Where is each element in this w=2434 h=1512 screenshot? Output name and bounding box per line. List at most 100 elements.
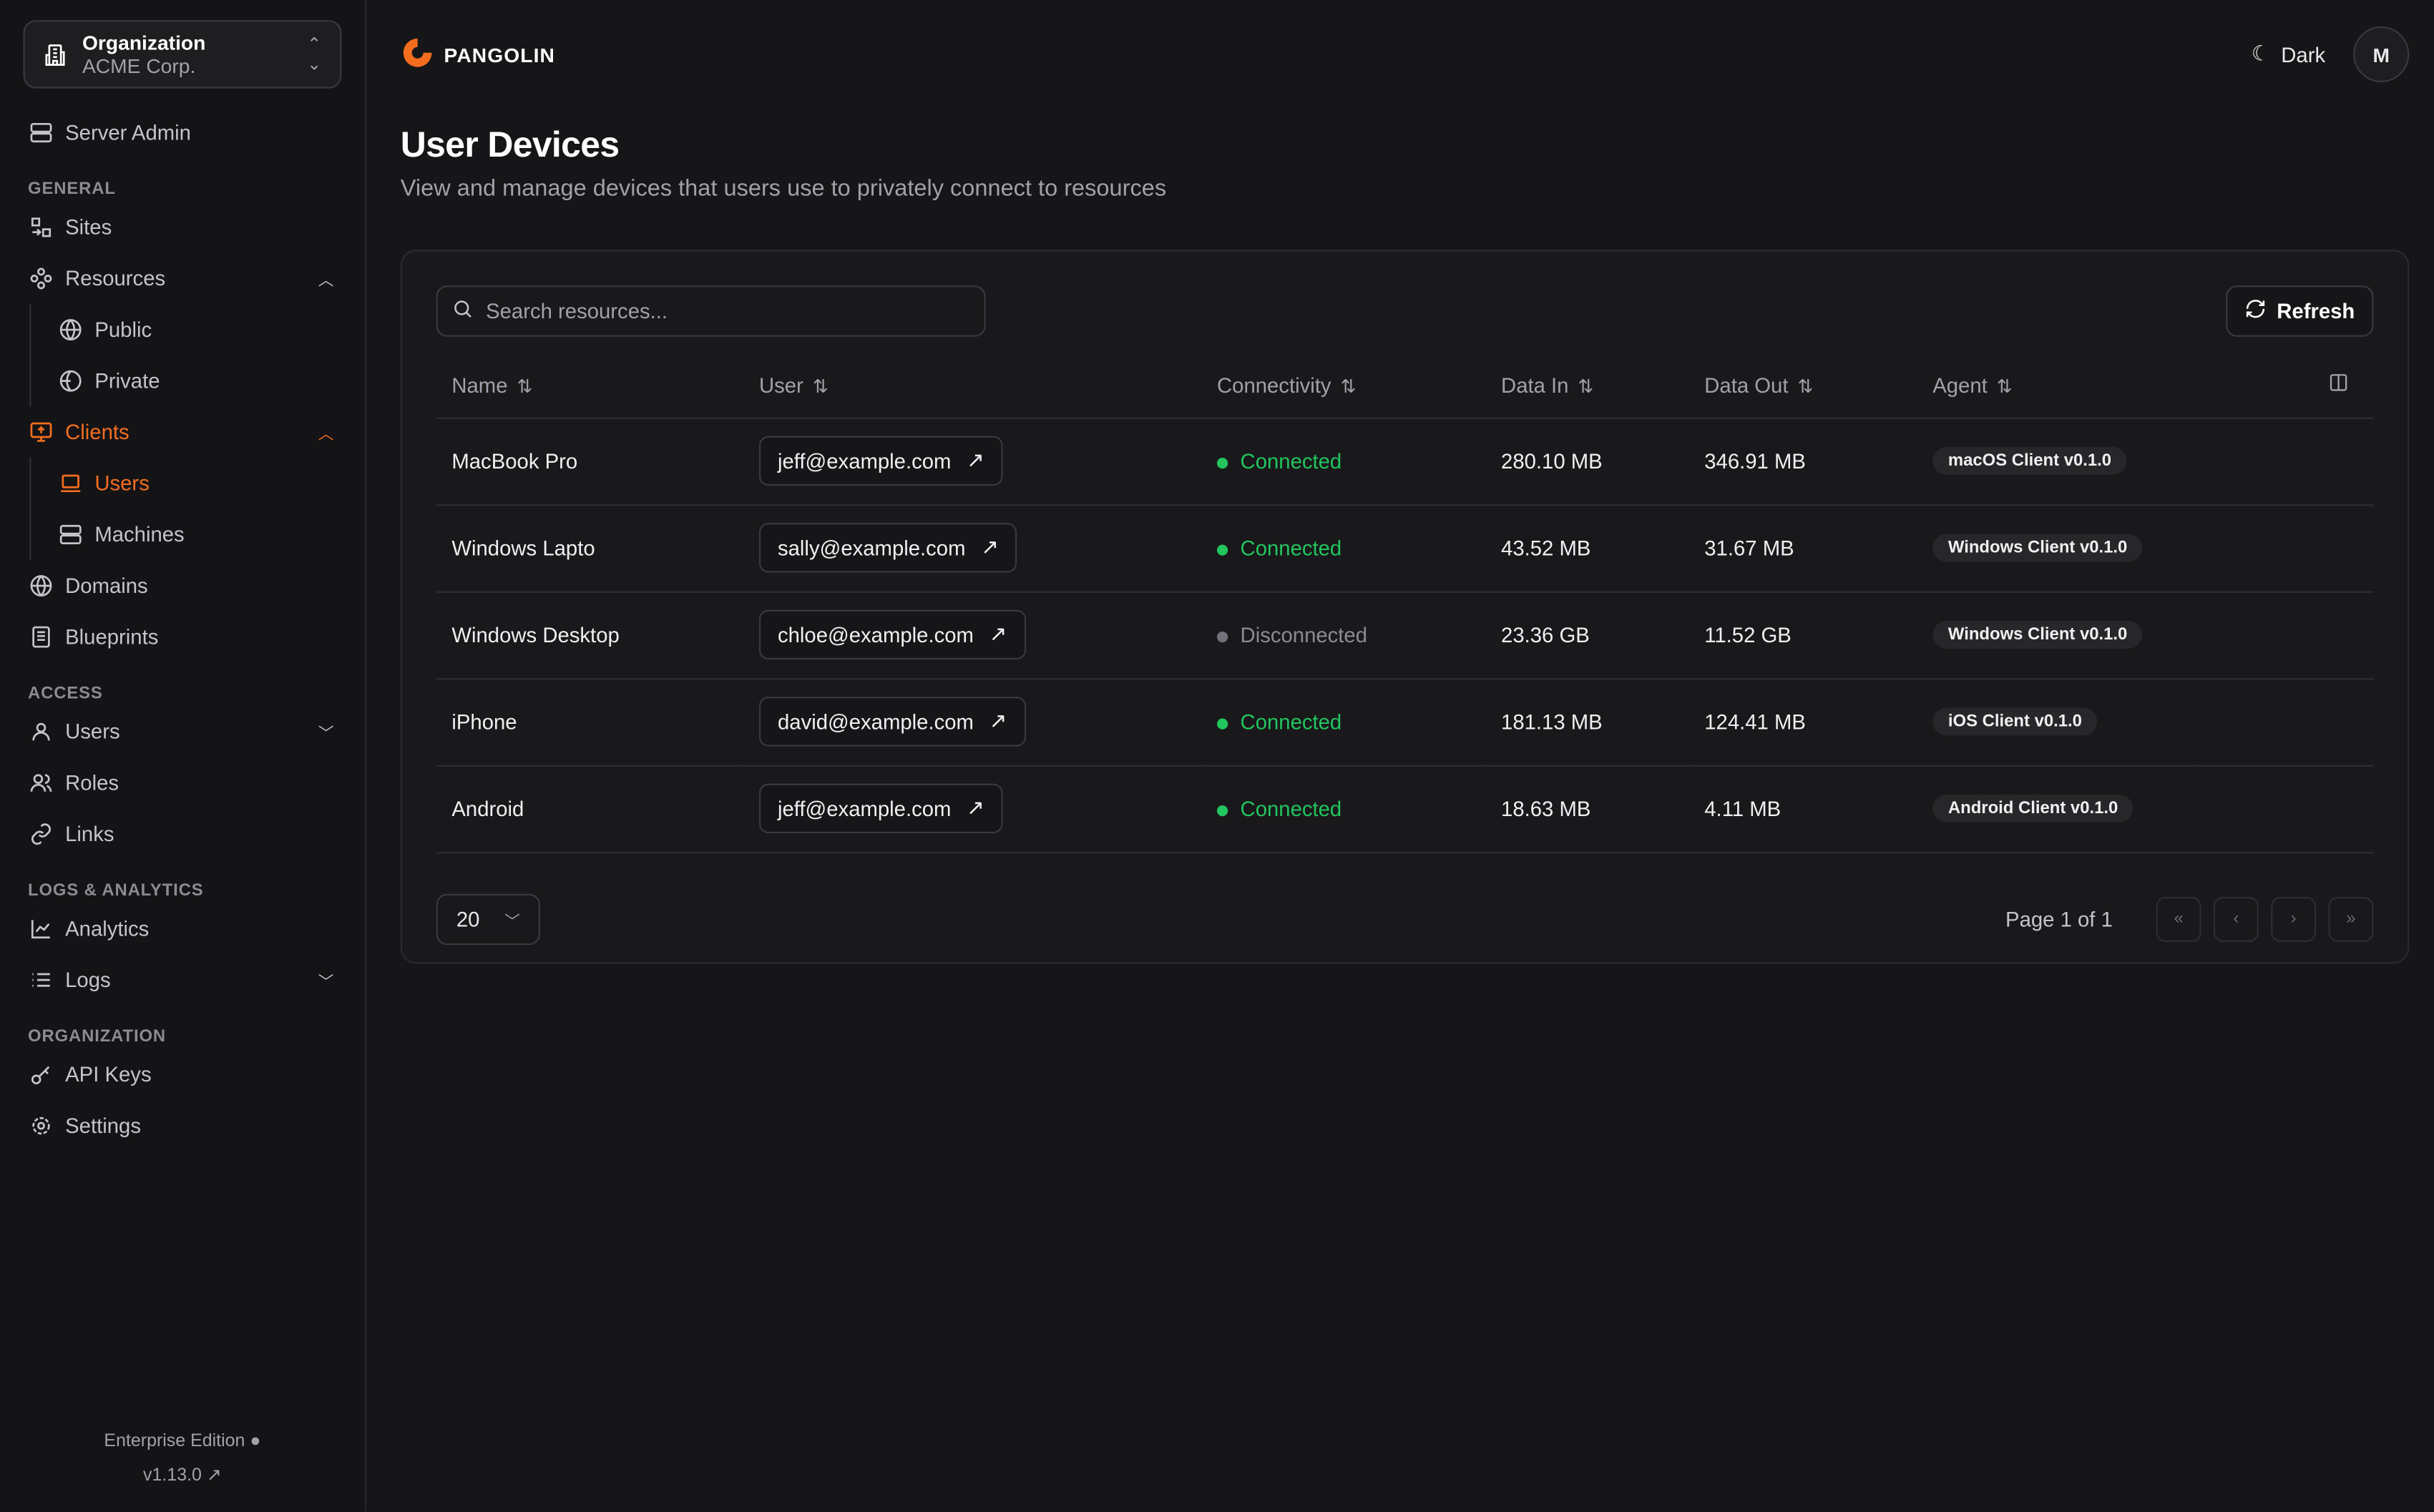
data-out: 11.52 GB	[1688, 591, 1917, 679]
sidebar-item-sites[interactable]: Sites	[24, 202, 342, 253]
chevrons-up-down-icon: ⌃ ⌄	[307, 35, 322, 75]
sidebar-item-clients[interactable]: Clients ︿	[24, 406, 342, 458]
label: Resources	[65, 267, 166, 290]
column-label: Agent	[1932, 373, 1988, 397]
version[interactable]: v1.13.0 ↗	[0, 1458, 365, 1493]
sidebar-item-resources[interactable]: Resources ︿	[24, 253, 342, 305]
data-in: 18.63 MB	[1485, 765, 1689, 853]
brand-name: PANGOLIN	[444, 42, 555, 67]
page-title: User Devices	[400, 124, 620, 165]
data-in: 23.36 GB	[1485, 591, 1689, 679]
label: Links	[65, 822, 114, 846]
data-out: 31.67 MB	[1688, 504, 1917, 592]
edition-label: Enterprise Edition	[104, 1432, 245, 1451]
columns-icon	[2328, 374, 2348, 398]
column-header[interactable]: User ⇅	[743, 353, 1202, 418]
table-row[interactable]: Windows Desktop chloe@example.com ↗ Disco…	[436, 591, 2374, 679]
pangolin-logo-icon	[401, 35, 435, 74]
user-icon	[29, 720, 53, 744]
columns-toggle-button[interactable]	[2196, 353, 2374, 418]
monitor-up-icon	[29, 421, 53, 444]
sidebar-item-server-admin[interactable]: Server Admin	[24, 107, 342, 159]
sidebar-item-users[interactable]: Users	[31, 458, 341, 509]
search-input[interactable]: Search resources...	[436, 285, 986, 337]
version-label: v1.13.0	[143, 1466, 202, 1486]
sidebar-item-analytics[interactable]: Analytics	[24, 903, 342, 955]
sidebar-item-api-keys[interactable]: API Keys	[24, 1049, 342, 1101]
column-label: User	[758, 373, 803, 397]
column-header[interactable]: Data In ⇅	[1485, 353, 1689, 418]
last-page-button[interactable]: »	[2328, 895, 2374, 941]
sort-icon: ⇅	[1340, 375, 1357, 397]
user-link[interactable]: david@example.com ↗	[758, 697, 1026, 747]
arrow-up-right-icon: ↗	[989, 709, 1007, 733]
column-header[interactable]: Data Out ⇅	[1688, 353, 1917, 418]
devices-table: Name ⇅ User ⇅ Connectivity ⇅ Data In ⇅ Data Out ⇅…	[436, 353, 2374, 853]
chevron-up-icon: ︿	[318, 273, 334, 290]
data-out: 4.11 MB	[1688, 765, 1917, 853]
list-icon	[29, 968, 53, 992]
sidebar-item-blueprints[interactable]: Blueprints	[24, 612, 342, 663]
sidebar-item-access-users[interactable]: Users ﹀	[24, 706, 342, 757]
status-text: Connected	[1240, 536, 1342, 560]
sidebar-item-roles[interactable]: Roles	[24, 757, 342, 809]
column-header[interactable]: Connectivity ⇅	[1201, 353, 1486, 418]
column-label: Data In	[1501, 373, 1569, 397]
label: Users	[65, 720, 120, 744]
device-name: Windows Lapto	[436, 504, 744, 592]
refresh-label: Refresh	[2277, 299, 2355, 323]
workflow-icon	[29, 267, 53, 290]
page-label: Page 1 of 1	[2005, 907, 2113, 931]
user-link[interactable]: jeff@example.com ↗	[758, 783, 1003, 834]
arrow-up-right-icon: ↗	[967, 448, 984, 472]
link-icon	[29, 823, 53, 846]
status-dot	[1216, 456, 1228, 468]
laptop-icon	[59, 472, 82, 496]
label: Settings	[65, 1114, 141, 1138]
user-email: jeff@example.com	[777, 449, 952, 473]
column-label: Connectivity	[1216, 373, 1331, 397]
arrow-up-right-icon: ↗	[967, 796, 984, 820]
next-page-button[interactable]: ›	[2271, 895, 2317, 941]
refresh-button[interactable]: Refresh	[2225, 285, 2374, 337]
prev-page-button[interactable]: ‹	[2213, 895, 2259, 941]
page-size-select[interactable]: 20 ﹀	[436, 893, 541, 945]
sidebar-item-links[interactable]: Links	[24, 808, 342, 860]
status-dot	[1216, 630, 1228, 642]
brand-logo[interactable]: PANGOLIN	[401, 35, 555, 74]
theme-toggle[interactable]: ☾ Dark	[2252, 42, 2325, 67]
github-icon: ●	[250, 1432, 261, 1451]
label: Logs	[65, 968, 111, 992]
device-name: iPhone	[436, 678, 744, 766]
table-row[interactable]: Android jeff@example.com ↗ Connected 18.6…	[436, 765, 2374, 853]
column-label: Name	[451, 373, 508, 397]
table-row[interactable]: iPhone david@example.com ↗ Connected 181.…	[436, 678, 2374, 766]
sidebar-item-public[interactable]: Public	[31, 304, 341, 355]
first-page-button[interactable]: «	[2156, 895, 2201, 941]
table-row[interactable]: Windows Lapto sally@example.com ↗ Connect…	[436, 504, 2374, 592]
column-header[interactable]: Name ⇅	[436, 353, 744, 418]
sidebar-item-machines[interactable]: Machines	[31, 509, 341, 561]
sort-icon: ⇅	[517, 375, 533, 397]
user-link[interactable]: jeff@example.com ↗	[758, 436, 1003, 486]
sidebar-item-private[interactable]: Private	[31, 355, 341, 407]
status-text: Connected	[1240, 797, 1342, 820]
status-text: Connected	[1240, 710, 1342, 734]
server-icon	[29, 121, 53, 144]
sidebar-item-logs[interactable]: Logs ﹀	[24, 954, 342, 1006]
user-email: jeff@example.com	[777, 797, 952, 820]
label: Server Admin	[65, 121, 191, 144]
agent-badge: Android Client v0.1.0	[1932, 794, 2134, 823]
user-link[interactable]: chloe@example.com ↗	[758, 609, 1026, 660]
theme-label: Dark	[2281, 42, 2326, 67]
user-link[interactable]: sally@example.com ↗	[758, 523, 1017, 573]
chevron-up-icon: ︿	[318, 426, 334, 444]
avatar[interactable]: M	[2353, 26, 2410, 82]
sidebar-item-domains[interactable]: Domains	[24, 560, 342, 612]
column-header[interactable]: Agent ⇅	[1917, 353, 2196, 418]
sort-icon: ⇅	[812, 375, 829, 397]
table-row[interactable]: MacBook Pro jeff@example.com ↗ Connected …	[436, 417, 2374, 506]
edition[interactable]: Enterprise Edition ●	[0, 1425, 365, 1459]
org-switcher[interactable]: Organization ACME Corp. ⌃ ⌄	[23, 20, 342, 89]
sidebar-item-settings[interactable]: Settings	[24, 1100, 342, 1152]
